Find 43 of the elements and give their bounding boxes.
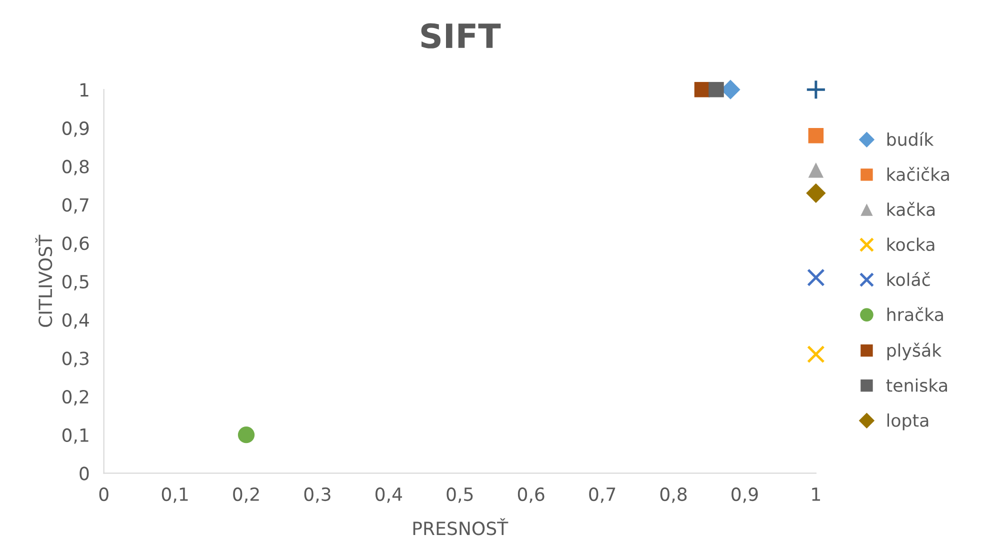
y-tick-label: 0,6 bbox=[62, 236, 89, 252]
legend-label: kačka bbox=[887, 202, 935, 216]
x-tick-label: 0,3 bbox=[304, 487, 330, 503]
legend-label: kačička bbox=[887, 166, 949, 181]
y-tick-label: 0,3 bbox=[62, 352, 89, 368]
y-tick-label: 0,5 bbox=[62, 274, 88, 290]
y-tick-label: 0,2 bbox=[62, 390, 88, 406]
y-tick-label: 0,1 bbox=[62, 428, 88, 444]
y-tick-label: 0,8 bbox=[62, 160, 89, 176]
point bbox=[806, 79, 826, 100]
x-axis-title: PRESNOSŤ bbox=[413, 518, 508, 536]
legend-label: lopta bbox=[887, 413, 928, 430]
point bbox=[808, 128, 824, 144]
legend-label: koláč bbox=[887, 272, 930, 286]
x-tick-label: 0,9 bbox=[732, 487, 758, 503]
legend-label: plyšák bbox=[887, 342, 942, 360]
y-tick-label: 1 bbox=[80, 83, 88, 96]
x-tick-label: 0,4 bbox=[376, 487, 402, 503]
legend-label: hračka bbox=[887, 306, 943, 322]
y-tick-label: 0,9 bbox=[62, 121, 89, 137]
x-tick-label: 0,1 bbox=[162, 487, 188, 503]
point bbox=[807, 268, 825, 286]
y-tick-label: 0,7 bbox=[62, 198, 88, 214]
x-tick-label: 0,8 bbox=[660, 487, 687, 503]
legend-label: teniska bbox=[886, 378, 947, 392]
x-tick-label: 0,7 bbox=[589, 487, 616, 503]
x-tick-label: 0,2 bbox=[233, 487, 259, 503]
x-tick-label: 0 bbox=[99, 487, 108, 502]
point bbox=[808, 162, 824, 178]
chart-title: SIFT bbox=[421, 23, 501, 48]
point bbox=[806, 183, 826, 203]
legend-label: budík bbox=[887, 132, 934, 146]
point bbox=[238, 426, 255, 444]
y-axis-title: CITLIVOSŤ bbox=[35, 234, 52, 327]
x-tick-label: 0,5 bbox=[446, 487, 473, 503]
point bbox=[708, 82, 724, 98]
legend-label: kocka bbox=[887, 238, 934, 252]
y-tick-label: 0 bbox=[80, 466, 89, 480]
y-tick-label: 0,4 bbox=[62, 313, 89, 329]
point bbox=[694, 82, 710, 98]
x-tick-label: 1 bbox=[812, 488, 820, 501]
point bbox=[807, 345, 825, 364]
x-tick-label: 0,6 bbox=[518, 487, 544, 503]
